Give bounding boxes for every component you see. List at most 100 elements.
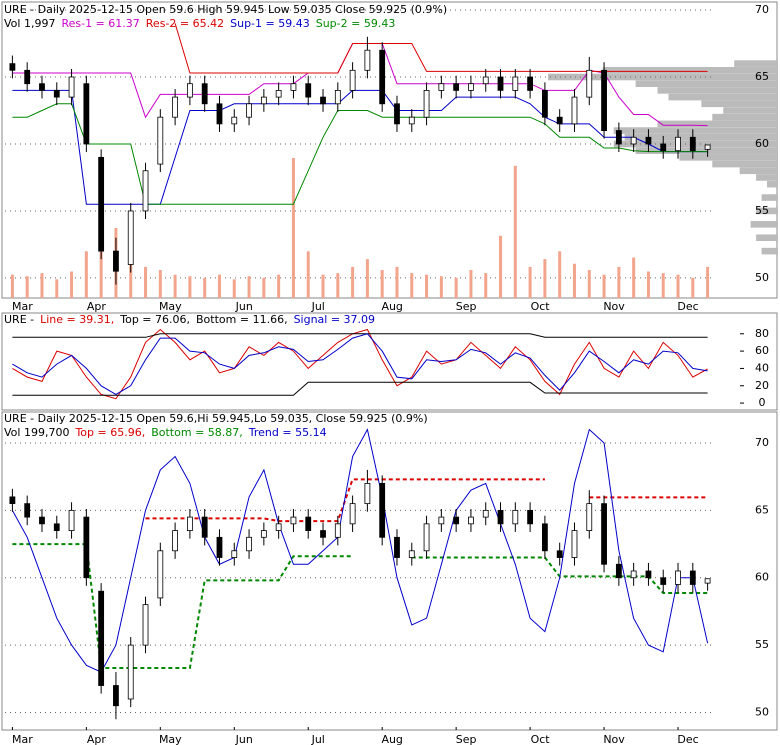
volume-profile-bar bbox=[712, 113, 778, 121]
y-tick-label: 55 bbox=[755, 638, 769, 651]
candle-body bbox=[556, 116, 563, 125]
candle-body bbox=[379, 49, 386, 105]
volume-bar bbox=[602, 274, 606, 298]
volume-profile-bar bbox=[734, 60, 778, 67]
x-tick-label: May bbox=[159, 733, 182, 745]
volume-profile-bar bbox=[723, 107, 778, 114]
candle-body bbox=[645, 136, 652, 145]
candle-body bbox=[408, 550, 415, 558]
y-tick-label: 65 bbox=[755, 503, 769, 516]
candle-body bbox=[394, 536, 400, 558]
series-line bbox=[145, 478, 708, 523]
candle-body bbox=[231, 550, 238, 558]
volume-bar bbox=[10, 274, 14, 298]
volume-bar bbox=[454, 277, 458, 298]
candle-body bbox=[68, 76, 75, 98]
volume-label: Vol 1,997 bbox=[4, 17, 55, 30]
legend-entry: Res-2 = 65.42 bbox=[146, 17, 224, 30]
panel-frame bbox=[1, 312, 778, 411]
candle-body bbox=[9, 496, 16, 505]
candle-body bbox=[630, 570, 637, 579]
chart-title: URE - bbox=[4, 313, 34, 326]
candle-body bbox=[186, 516, 193, 531]
candle-body bbox=[541, 89, 548, 118]
legend-entry: Res-1 = 61.37 bbox=[61, 17, 139, 30]
candle-body bbox=[660, 577, 667, 585]
candle-body bbox=[290, 516, 297, 525]
candle-body bbox=[246, 103, 252, 118]
volume-profile-bar bbox=[739, 167, 778, 175]
volume-profile-bar bbox=[635, 147, 778, 154]
y-tick-label: 70 bbox=[755, 436, 769, 449]
candle-body bbox=[113, 250, 119, 272]
candle-body bbox=[423, 89, 430, 118]
candle-body bbox=[53, 89, 60, 98]
x-tick-label: Jun bbox=[235, 733, 253, 745]
legend-entry: Trend = 55.14 bbox=[248, 426, 327, 439]
series-line bbox=[12, 333, 708, 338]
volume-profile-bar bbox=[657, 120, 778, 128]
candle-body bbox=[172, 96, 179, 118]
y-tick-label: 40 bbox=[755, 361, 769, 374]
volume-bar bbox=[217, 274, 221, 298]
candle-body bbox=[349, 69, 356, 91]
y-tick-label: 80 bbox=[755, 327, 769, 340]
candle-body bbox=[438, 516, 445, 525]
volume-bar bbox=[351, 266, 355, 298]
y-tick-label: 20 bbox=[755, 379, 769, 392]
legend-entry: Sup-2 = 59.43 bbox=[316, 17, 396, 30]
x-tick-label: Dec bbox=[677, 733, 698, 745]
volume-bar bbox=[262, 277, 266, 298]
y-tick-label: 50 bbox=[755, 271, 769, 284]
candle-body bbox=[571, 96, 578, 125]
candle-body bbox=[586, 69, 593, 98]
candle-body bbox=[689, 570, 696, 585]
candle-body bbox=[630, 136, 637, 145]
candle-body bbox=[586, 503, 593, 531]
x-tick-label: Jul bbox=[311, 733, 325, 745]
candle-body bbox=[615, 563, 622, 579]
x-tick-label: Oct bbox=[531, 733, 551, 745]
candle-body bbox=[24, 503, 31, 518]
candle-body bbox=[9, 63, 16, 71]
y-tick-label: 0 bbox=[759, 396, 766, 409]
volume-bar bbox=[291, 158, 295, 298]
candle-body bbox=[305, 83, 312, 98]
x-tick-label: Aug bbox=[381, 733, 402, 745]
volume-bar bbox=[558, 251, 562, 298]
volume-label: Vol 199,700 bbox=[4, 426, 69, 439]
candle-body bbox=[334, 89, 341, 105]
volume-bar bbox=[691, 277, 695, 298]
volume-bar bbox=[336, 273, 340, 298]
y-tick-label: 50 bbox=[755, 705, 769, 718]
candle-body bbox=[83, 83, 90, 145]
volume-bar bbox=[410, 273, 414, 298]
legend-entry: Bottom = 11.66, bbox=[196, 313, 288, 326]
candle-body bbox=[216, 536, 223, 558]
volume-profile-bar bbox=[756, 174, 778, 181]
candle-body bbox=[127, 644, 134, 700]
x-tick-label: Sep bbox=[456, 300, 477, 313]
volume-bar bbox=[306, 251, 310, 298]
volume-bar bbox=[25, 276, 29, 298]
candle-body bbox=[497, 76, 504, 91]
candle-body bbox=[512, 509, 519, 525]
volume-bar bbox=[380, 270, 384, 298]
candle-body bbox=[527, 76, 534, 91]
x-tick-label: Apr bbox=[87, 733, 107, 745]
candle-body bbox=[394, 103, 400, 125]
candle-body bbox=[246, 536, 252, 552]
candle-body bbox=[468, 516, 474, 525]
candle-body bbox=[334, 523, 341, 538]
series-line bbox=[12, 328, 708, 400]
volume-bar bbox=[543, 259, 547, 298]
volume-profile-bar bbox=[761, 194, 778, 201]
candle-body bbox=[98, 590, 105, 686]
y-tick-label: 60 bbox=[755, 344, 769, 357]
candle-body bbox=[556, 550, 563, 558]
candle-body bbox=[704, 144, 711, 150]
x-tick-label: Mar bbox=[12, 733, 33, 745]
legend-entry: Top = 76.06, bbox=[119, 313, 190, 326]
volume-bar bbox=[632, 257, 636, 298]
